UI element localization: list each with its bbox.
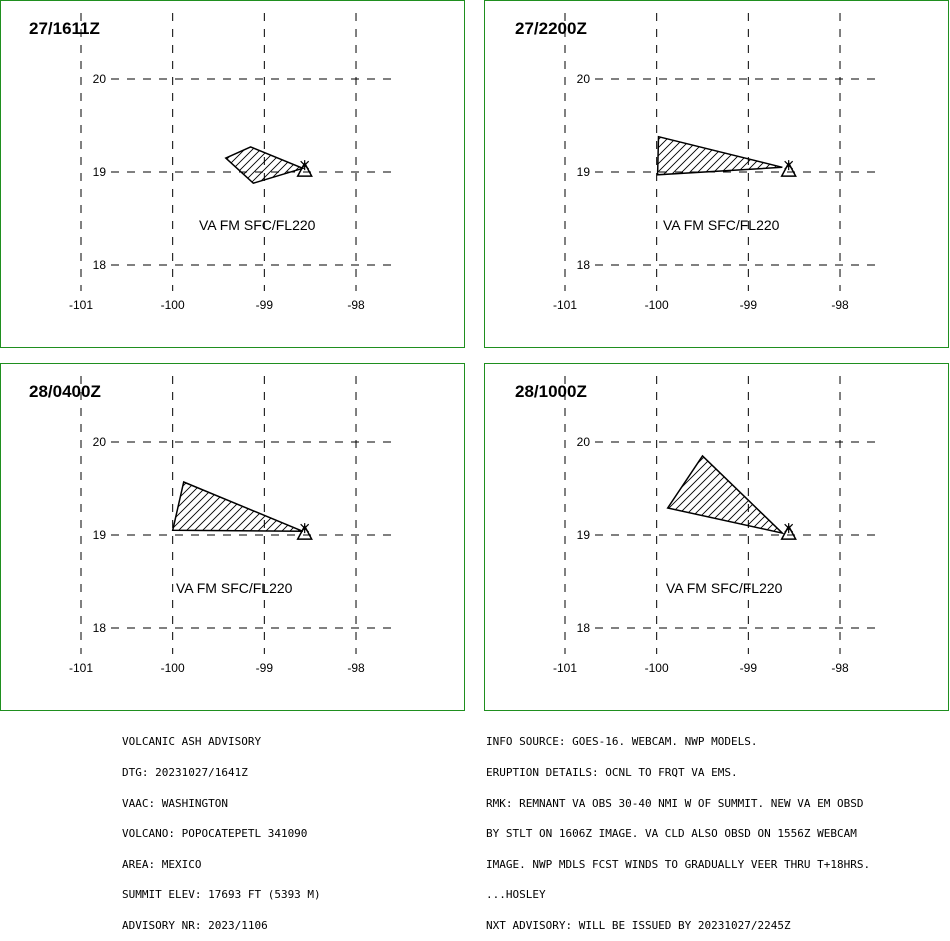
longitude-tick-label: -100: [645, 298, 669, 312]
latitude-tick-label: 18: [93, 258, 107, 272]
longitude-tick-label: -101: [69, 298, 93, 312]
latitude-tick-label: 18: [577, 258, 591, 272]
ash-level-label: VA FM SFC/FL220: [663, 217, 780, 233]
longitude-tick-label: -99: [256, 661, 274, 675]
ash-cloud-polygon: [171, 480, 304, 533]
longitude-tick-label: -100: [161, 298, 185, 312]
ash-cloud-polygon: [224, 146, 306, 185]
longitude-tick-label: -101: [69, 661, 93, 675]
ash-cloud-polygon: [666, 454, 785, 535]
ash-level-label: VA FM SFC/FL220: [176, 580, 293, 596]
forecast-panel-4: -101 -100 -99 -98 20 19 18 28/1000Z VA FM SFC/…: [484, 363, 949, 711]
longitude-tick-label: -100: [161, 661, 185, 675]
advisory-line: INFO SOURCE: GOES-16. WEBCAM. NWP MODELS…: [486, 735, 758, 749]
advisory-line: DTG: 20231027/1641Z: [122, 766, 248, 779]
advisory-line: VOLCANO: POPOCATEPETL 341090: [122, 827, 308, 841]
advisory-line: SUMMIT ELEV: 17693 FT (5393 M): [122, 888, 321, 902]
longitude-tick-label: -98: [347, 298, 365, 312]
volcano-icon: [780, 524, 797, 540]
volcano-icon: [296, 524, 313, 540]
advisory-line: RMK: REMNANT VA OBS 30-40 NMI W OF SUMMI…: [486, 796, 864, 810]
latitude-tick-label: 19: [577, 165, 591, 179]
latitude-tick-label: 18: [577, 621, 591, 635]
map-canvas: -101 -100 -99 -98 20 19 18: [69, 376, 396, 675]
panel-time: 27/2200Z: [515, 19, 587, 38]
ash-cloud-polygon: [656, 135, 783, 176]
longitude-tick-label: -98: [831, 661, 849, 675]
latitude-tick-label: 19: [93, 528, 107, 542]
latitude-tick-label: 19: [577, 528, 591, 542]
latitude-tick-label: 20: [93, 72, 107, 86]
panel-time: 28/0400Z: [29, 382, 101, 401]
advisory-line: VAAC: WASHINGTON: [122, 796, 228, 810]
latitude-tick-label: 20: [577, 72, 591, 86]
eruption-star-icon: [300, 523, 310, 534]
longitude-tick-label: -98: [347, 661, 365, 675]
advisory-line: IMAGE. NWP MDLS FCST WINDS TO GRADUALLY …: [486, 857, 871, 871]
longitude-tick-label: -99: [256, 298, 274, 312]
forecast-panel-3: -101 -100 -99 -98 20 19 18 28/0400Z VA FM SFC/…: [0, 363, 465, 711]
advisory-line: ...HOSLEY: [486, 888, 546, 902]
ash-level-label: VA FM SFC/FL220: [666, 580, 783, 596]
latitude-tick-label: 18: [93, 621, 107, 635]
map-canvas: -101 -100 -99 -98 20 19 18: [553, 13, 880, 312]
advisory-remarks-text: INFO SOURCE: GOES-16. WEBCAM. NWP MODELS…: [486, 717, 870, 941]
ash-level-label: VA FM SFC/FL220: [199, 217, 316, 233]
longitude-tick-label: -99: [740, 298, 758, 312]
advisory-line: BY STLT ON 1606Z IMAGE. VA CLD ALSO OBSD…: [486, 827, 857, 841]
eruption-star-icon: [784, 523, 794, 534]
longitude-tick-label: -101: [553, 298, 577, 312]
latitude-tick-label: 20: [577, 435, 591, 449]
advisory-header-text: VOLCANIC ASH ADVISORY DTG: 20231027/1641…: [122, 717, 321, 941]
longitude-tick-label: -101: [553, 661, 577, 675]
map-canvas: -101 -100 -99 -98 20 19 18: [69, 13, 396, 312]
map-canvas: -101 -100 -99 -98 20 19 18: [553, 376, 880, 675]
forecast-panel-1: -101 -100 -99 -98 20 19 18 27/1611Z VA FM SFC/…: [0, 0, 465, 348]
advisory-line: ERUPTION DETAILS: OCNL TO FRQT VA EMS.: [486, 766, 738, 779]
longitude-tick-label: -98: [831, 298, 849, 312]
latitude-tick-label: 20: [93, 435, 107, 449]
eruption-star-icon: [300, 160, 310, 171]
latitude-tick-label: 19: [93, 165, 107, 179]
advisory-line: AREA: MEXICO: [122, 857, 202, 871]
eruption-star-icon: [784, 160, 794, 171]
advisory-line: ADVISORY NR: 2023/1106: [122, 918, 268, 932]
volcano-icon: [296, 161, 313, 177]
volcano-icon: [780, 161, 797, 177]
panel-time: 28/1000Z: [515, 382, 587, 401]
panel-time: 27/1611Z: [29, 19, 100, 38]
forecast-panel-2: -101 -100 -99 -98 20 19 18 27/2200Z VA FM SFC/…: [484, 0, 949, 348]
advisory-line: NXT ADVISORY: WILL BE ISSUED BY 20231027…: [486, 918, 791, 932]
longitude-tick-label: -99: [740, 661, 758, 675]
longitude-tick-label: -100: [645, 661, 669, 675]
advisory-line: VOLCANIC ASH ADVISORY: [122, 735, 262, 749]
